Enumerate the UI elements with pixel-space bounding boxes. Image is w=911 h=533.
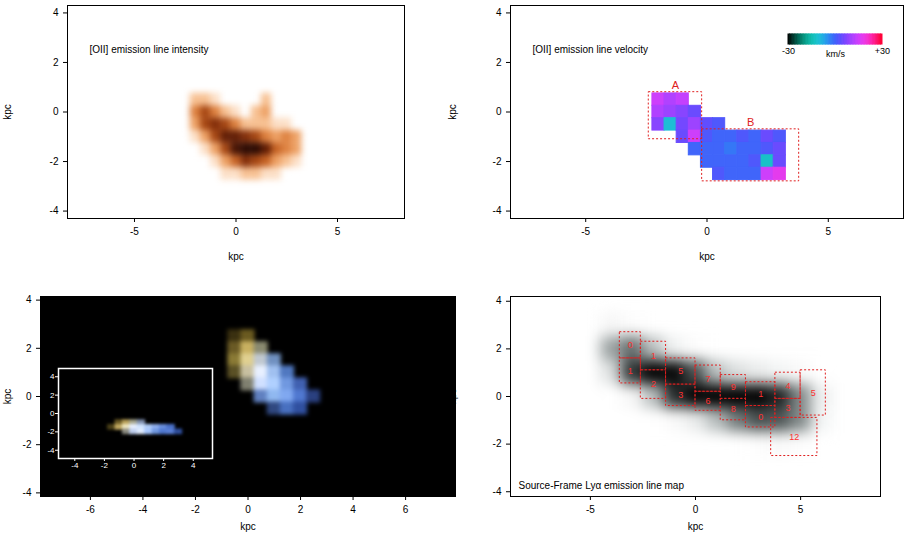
svg-text:-4: -4 bbox=[50, 205, 59, 216]
svg-text:-5: -5 bbox=[130, 226, 139, 237]
svg-text:5: 5 bbox=[811, 388, 816, 398]
svg-text:4: 4 bbox=[26, 294, 32, 305]
svg-text:0: 0 bbox=[50, 409, 55, 418]
svg-text:-4: -4 bbox=[493, 486, 502, 497]
svg-text:B: B bbox=[747, 116, 754, 128]
svg-text:2: 2 bbox=[496, 57, 502, 68]
svg-text:5: 5 bbox=[798, 504, 804, 515]
svg-text:-6: -6 bbox=[86, 504, 95, 515]
svg-text:4: 4 bbox=[785, 381, 790, 391]
svg-text:0: 0 bbox=[233, 226, 239, 237]
svg-text:-2: -2 bbox=[493, 438, 502, 449]
svg-text:1: 1 bbox=[758, 389, 763, 399]
svg-text:-4: -4 bbox=[47, 446, 55, 455]
svg-text:0: 0 bbox=[245, 504, 251, 515]
svg-text:5: 5 bbox=[826, 226, 832, 237]
svg-text:km/s: km/s bbox=[826, 49, 845, 59]
svg-text:4: 4 bbox=[496, 7, 502, 18]
svg-text:kpc: kpc bbox=[447, 104, 458, 120]
svg-text:1: 1 bbox=[628, 366, 633, 376]
svg-text:-2: -2 bbox=[101, 461, 109, 470]
svg-text:0: 0 bbox=[496, 106, 502, 117]
svg-text:4: 4 bbox=[191, 461, 196, 470]
svg-text:4: 4 bbox=[350, 504, 356, 515]
svg-text:Source-Frame Lyα emission line: Source-Frame Lyα emission line map bbox=[519, 480, 685, 491]
svg-text:2: 2 bbox=[26, 343, 32, 354]
svg-text:0: 0 bbox=[704, 226, 710, 237]
svg-text:A: A bbox=[672, 79, 680, 91]
svg-text:-4: -4 bbox=[23, 487, 32, 498]
svg-text:kpc: kpc bbox=[2, 104, 13, 120]
svg-text:2: 2 bbox=[496, 343, 502, 354]
svg-text:-5: -5 bbox=[581, 226, 590, 237]
svg-text:2: 2 bbox=[50, 391, 55, 400]
svg-text:kpc: kpc bbox=[447, 389, 458, 405]
svg-text:-2: -2 bbox=[23, 439, 32, 450]
svg-text:0: 0 bbox=[628, 340, 633, 350]
svg-text:6: 6 bbox=[706, 396, 711, 406]
svg-text:kpc: kpc bbox=[228, 251, 244, 262]
svg-text:-2: -2 bbox=[47, 427, 55, 436]
svg-text:+30: +30 bbox=[875, 46, 890, 56]
svg-text:0: 0 bbox=[132, 461, 137, 470]
svg-text:-2: -2 bbox=[493, 156, 502, 167]
svg-text:kpc: kpc bbox=[240, 521, 256, 532]
svg-text:-4: -4 bbox=[493, 205, 502, 216]
svg-text:kpc: kpc bbox=[688, 521, 704, 532]
svg-text:5: 5 bbox=[678, 366, 683, 376]
svg-text:7: 7 bbox=[706, 374, 711, 384]
svg-text:8: 8 bbox=[731, 404, 736, 414]
svg-text:[OII] emission line intensity: [OII] emission line intensity bbox=[90, 44, 209, 55]
svg-text:12: 12 bbox=[789, 432, 799, 442]
svg-text:[OII] emission line velocity: [OII] emission line velocity bbox=[533, 44, 649, 55]
svg-text:9: 9 bbox=[731, 382, 736, 392]
svg-text:0: 0 bbox=[496, 391, 502, 402]
svg-text:-2: -2 bbox=[191, 504, 200, 515]
svg-text:3: 3 bbox=[785, 403, 790, 413]
svg-text:1: 1 bbox=[651, 351, 656, 361]
svg-text:0: 0 bbox=[758, 412, 763, 422]
svg-text:-2: -2 bbox=[50, 156, 59, 167]
svg-text:-4: -4 bbox=[138, 504, 147, 515]
svg-text:6: 6 bbox=[403, 504, 409, 515]
svg-text:3: 3 bbox=[678, 390, 683, 400]
svg-text:kpc: kpc bbox=[2, 389, 13, 405]
svg-text:0: 0 bbox=[53, 106, 59, 117]
svg-text:-30: -30 bbox=[782, 46, 795, 56]
svg-text:2: 2 bbox=[161, 461, 166, 470]
svg-text:5: 5 bbox=[335, 226, 341, 237]
svg-text:2: 2 bbox=[651, 379, 656, 389]
svg-text:4: 4 bbox=[496, 295, 502, 306]
svg-text:-4: -4 bbox=[71, 461, 79, 470]
svg-text:2: 2 bbox=[298, 504, 304, 515]
svg-text:4: 4 bbox=[53, 7, 59, 18]
svg-text:0: 0 bbox=[26, 391, 32, 402]
svg-text:kpc: kpc bbox=[699, 251, 715, 262]
svg-text:4: 4 bbox=[50, 372, 55, 381]
svg-text:2: 2 bbox=[53, 57, 59, 68]
svg-text:0: 0 bbox=[693, 504, 699, 515]
svg-text:-5: -5 bbox=[586, 504, 595, 515]
